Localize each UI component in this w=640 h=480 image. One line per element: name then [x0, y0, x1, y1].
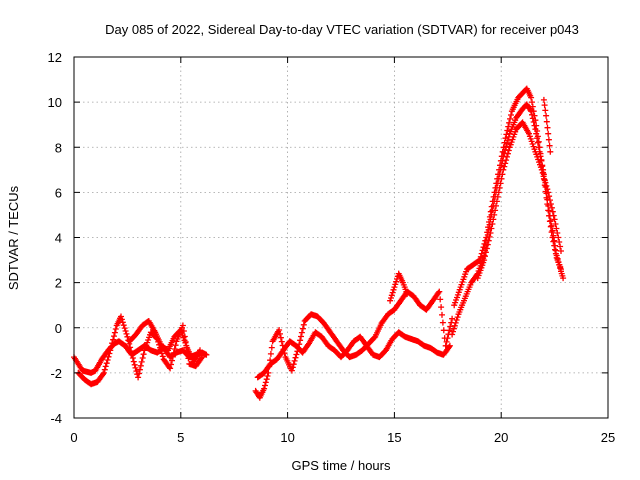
x-tick-label: 15: [387, 430, 401, 445]
chart-title: Day 085 of 2022, Sidereal Day-to-day VTE…: [105, 22, 579, 37]
series-points: [126, 318, 203, 365]
y-tick-label: -4: [50, 411, 62, 426]
series-5: [252, 288, 456, 401]
x-tick-label: 25: [601, 430, 615, 445]
series-points: [387, 270, 411, 304]
y-tick-label: 8: [55, 140, 62, 155]
y-tick-label: 10: [48, 95, 62, 110]
series-4: [254, 329, 453, 381]
y-tick-label: 2: [55, 276, 62, 291]
y-tick-label: 4: [55, 231, 62, 246]
series-points: [252, 288, 456, 401]
series-9: [474, 119, 564, 282]
x-axis-label: GPS time / hours: [292, 458, 391, 473]
data-marks: [71, 85, 567, 401]
series-points: [540, 96, 554, 155]
series-10: [540, 96, 554, 155]
y-tick-label: -2: [50, 366, 62, 381]
y-tick-label: 6: [55, 185, 62, 200]
y-tick-label: 0: [55, 321, 62, 336]
x-tick-label: 5: [177, 430, 184, 445]
grid: [74, 57, 608, 418]
series-3: [126, 318, 203, 365]
series-points: [451, 85, 564, 309]
series-6: [387, 270, 411, 304]
series-8: [451, 85, 564, 309]
x-tick-label: 20: [494, 430, 508, 445]
axis-ticks: [73, 56, 609, 419]
x-tick-labels: 0 5 10 15 20 25: [70, 430, 615, 445]
series-points: [254, 329, 453, 381]
series-points: [474, 119, 564, 282]
y-tick-label: 12: [48, 50, 62, 65]
y-axis-label: SDTVAR / TECUs: [6, 185, 21, 290]
y-tick-labels: -4 -2 0 2 4 6 8 10 12: [48, 50, 62, 426]
x-tick-label: 0: [70, 430, 77, 445]
x-tick-label: 10: [280, 430, 294, 445]
